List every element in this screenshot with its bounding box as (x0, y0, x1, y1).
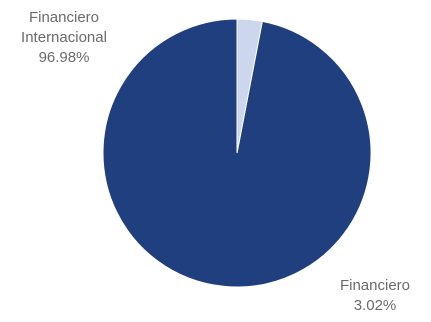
slice-value-label: 3.02% (353, 297, 397, 314)
slice-name-line: Financiero (28, 9, 100, 26)
slice-name-line: Internacional (21, 29, 107, 46)
slice-value-label: 96.98% (38, 49, 90, 66)
slice-label-financiero: Financiero 3.02% (330, 276, 420, 316)
slice-name-line: Financiero (339, 277, 411, 294)
pie-slice-financiero (236, 18, 263, 154)
slice-label-financiero-internacional: Financiero Internacional 96.98% (4, 8, 124, 68)
